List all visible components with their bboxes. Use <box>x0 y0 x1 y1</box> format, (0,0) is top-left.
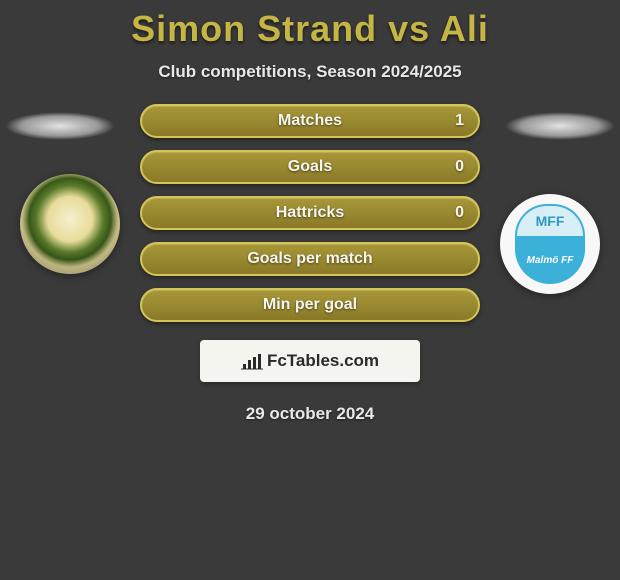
stat-label: Matches <box>278 112 342 130</box>
stat-label: Min per goal <box>263 296 357 314</box>
mff-shield: MFF Malmö FF <box>515 204 585 284</box>
stat-value-right: 0 <box>455 204 464 222</box>
chart-icon <box>241 352 263 370</box>
page-title: Simon Strand vs Ali <box>0 0 620 50</box>
stat-label: Hattricks <box>276 204 344 222</box>
team-logo-left <box>20 174 120 274</box>
stat-label: Goals <box>288 158 332 176</box>
stat-row-min-per-goal: Min per goal <box>140 288 480 322</box>
stat-label: Goals per match <box>247 250 372 268</box>
branding-box[interactable]: FcTables.com <box>200 340 420 382</box>
player-shadow-right <box>505 112 615 140</box>
stat-row-matches: Matches 1 <box>140 104 480 138</box>
stat-row-hattricks: Hattricks 0 <box>140 196 480 230</box>
stat-value-right: 1 <box>455 112 464 130</box>
stats-column: Matches 1 Goals 0 Hattricks 0 Goals per … <box>140 104 480 322</box>
mff-top-text: MFF <box>515 204 585 236</box>
mff-bottom-text: Malmö FF <box>515 236 585 284</box>
content-area: MFF Malmö FF Matches 1 Goals 0 Hattricks… <box>0 104 620 424</box>
player-shadow-left <box>5 112 115 140</box>
stat-row-goals: Goals 0 <box>140 150 480 184</box>
stat-row-goals-per-match: Goals per match <box>140 242 480 276</box>
branding-text: FcTables.com <box>267 351 379 371</box>
stat-value-right: 0 <box>455 158 464 176</box>
team-logo-right: MFF Malmö FF <box>500 194 600 294</box>
footer-date: 29 october 2024 <box>0 404 620 424</box>
page-subtitle: Club competitions, Season 2024/2025 <box>0 62 620 82</box>
